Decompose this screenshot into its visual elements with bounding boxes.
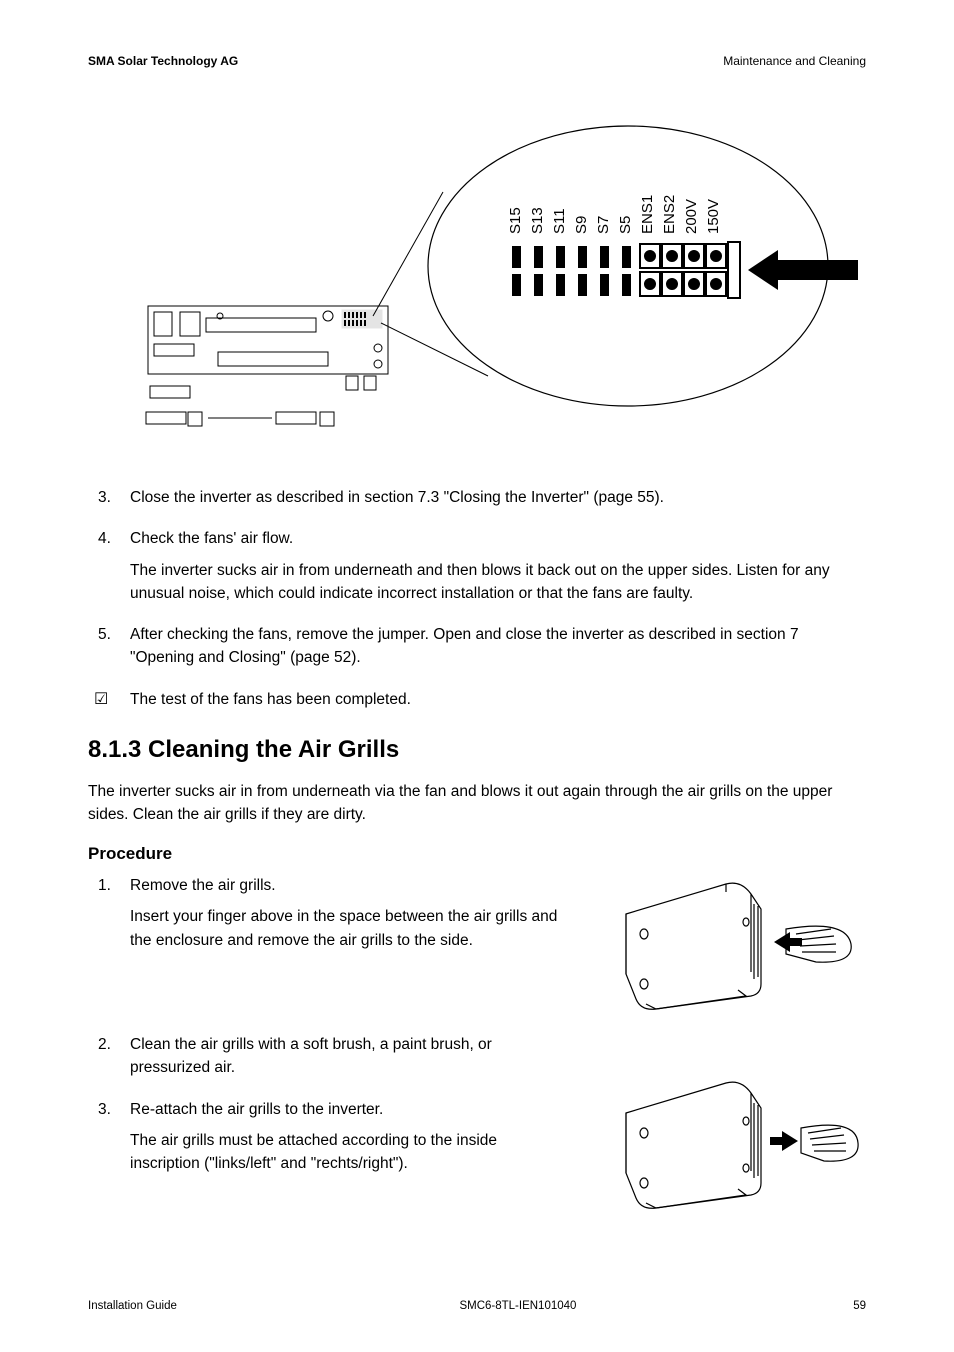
step-num: 3.	[88, 1098, 130, 1184]
procedure-heading: Procedure	[88, 844, 866, 864]
step-detail: Insert your finger above in the space be…	[130, 905, 562, 952]
label-150v: 150V	[705, 199, 722, 234]
label-s13: S13	[529, 207, 546, 234]
step-text: Clean the air grills with a soft brush, …	[130, 1033, 562, 1080]
label-s9: S9	[573, 216, 590, 234]
step-num: 5.	[88, 623, 130, 678]
steps-list-a: 3. Close the inverter as described in se…	[88, 486, 866, 678]
label-s5: S5	[617, 216, 634, 234]
step-text: Close the inverter as described in secti…	[130, 486, 866, 509]
inverter-attach-grill-figure	[586, 1073, 866, 1218]
label-ens1: ENS1	[639, 195, 656, 234]
page-footer: Installation Guide SMC6-8TL-IEN101040 59	[88, 1300, 866, 1312]
label-s7: S7	[595, 216, 612, 234]
procedure-step-2: 2. Clean the air grills with a soft brus…	[88, 1033, 866, 1218]
procedure-step-1: 1. Remove the air grills. Insert your fi…	[88, 874, 866, 1019]
footer-right: 59	[853, 1300, 866, 1312]
step-num: 3.	[88, 486, 130, 517]
section-intro: The inverter sucks air in from underneat…	[88, 780, 866, 827]
step-detail: The inverter sucks air in from underneat…	[130, 559, 866, 606]
header-section: Maintenance and Cleaning	[723, 54, 866, 68]
step-text: After checking the fans, remove the jump…	[130, 623, 866, 670]
header-company: SMA Solar Technology AG	[88, 54, 238, 68]
step-text: Re-attach the air grills to the inverter…	[130, 1098, 562, 1121]
step-num: 1.	[88, 874, 130, 960]
step-detail: The air grills must be attached accordin…	[130, 1129, 562, 1176]
jumper-diagram: S15 S13 S11 S9 S7 S5 ENS1 ENS2 200V 150V	[88, 116, 866, 456]
step-text: Check the fans' air flow.	[130, 527, 866, 550]
step-5: 5. After checking the fans, remove the j…	[88, 623, 866, 678]
checkbox-icon: ☑	[88, 688, 130, 712]
label-s11: S11	[551, 208, 568, 234]
step-num: 2.	[88, 1033, 130, 1088]
page-header: SMA Solar Technology AG Maintenance and …	[88, 54, 866, 68]
step-num: 4.	[88, 527, 130, 613]
footer-center: SMC6-8TL-IEN101040	[459, 1300, 576, 1312]
footer-left: Installation Guide	[88, 1300, 177, 1312]
inverter-remove-grill-figure	[586, 874, 866, 1019]
label-ens2: ENS2	[661, 195, 678, 234]
section-heading: 8.1.3 Cleaning the Air Grills	[88, 736, 866, 764]
label-s15: S15	[507, 207, 524, 234]
step-text: Remove the air grills.	[130, 874, 562, 897]
check-result: ☑ The test of the fans has been complete…	[88, 688, 866, 712]
step-3: 3. Close the inverter as described in se…	[88, 486, 866, 517]
step-4: 4. Check the fans' air flow. The inverte…	[88, 527, 866, 613]
label-200v: 200V	[683, 199, 700, 234]
check-text: The test of the fans has been completed.	[130, 688, 411, 712]
